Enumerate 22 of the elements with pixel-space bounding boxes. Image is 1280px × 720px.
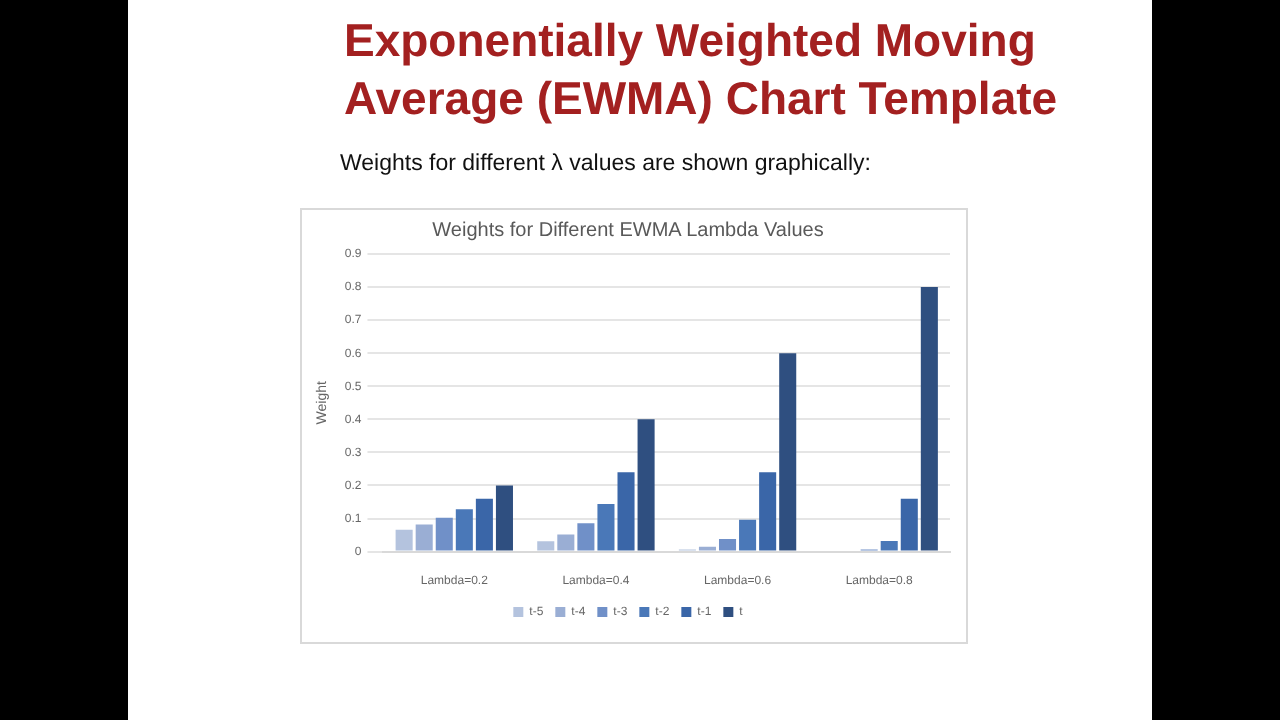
chart-subtitle: Weights for different λ values are shown graphically:: [340, 152, 871, 176]
bar: [577, 523, 595, 551]
bar: [637, 419, 655, 551]
bar: [880, 541, 898, 551]
bar: [537, 541, 555, 551]
bar: [395, 529, 413, 551]
bar: [415, 524, 433, 551]
bar: [475, 498, 493, 551]
bar: [719, 539, 737, 551]
bar: [739, 519, 757, 551]
bar: [900, 498, 918, 551]
bar: [495, 485, 513, 551]
bar: [617, 472, 635, 551]
bar: [557, 534, 575, 551]
bar: [920, 287, 938, 551]
bar: [779, 353, 797, 551]
bar: [597, 503, 615, 551]
bar: [435, 517, 453, 551]
bar: [455, 509, 473, 551]
chart-title: Exponentially Weighted Moving Average (EWMA) Chart Template: [344, 12, 1060, 128]
bar: [759, 472, 777, 551]
text: Weights for Different EWMA Lambda Values: [432, 219, 824, 242]
